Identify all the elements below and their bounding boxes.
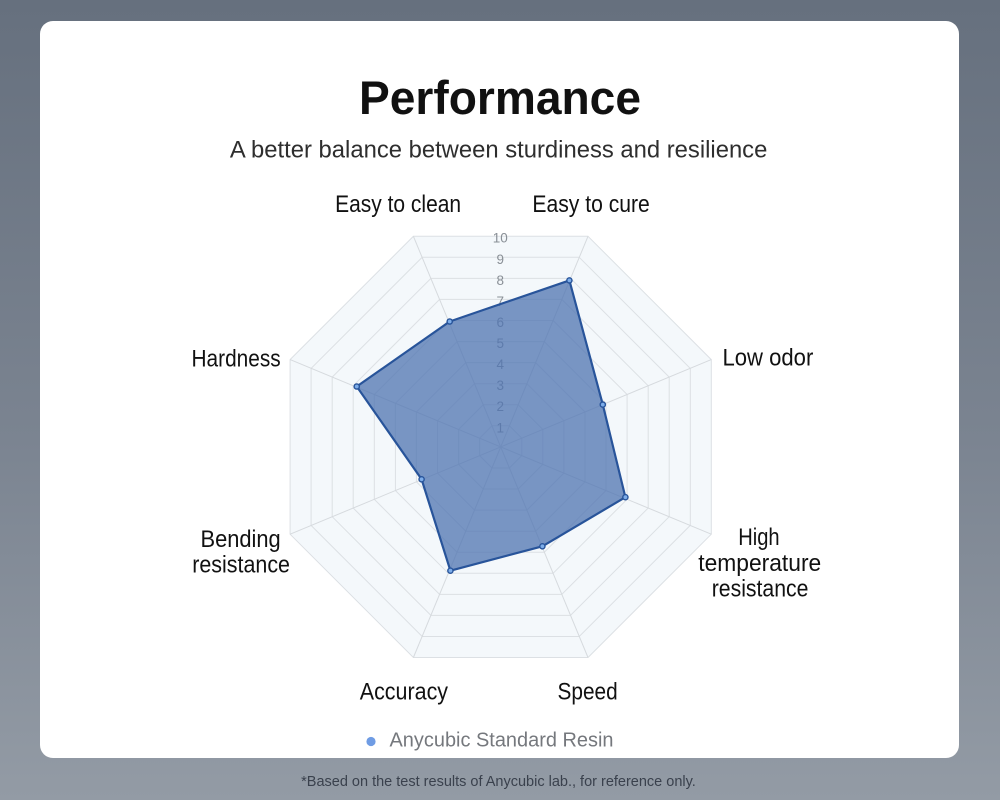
svg-text:Easy to cure: Easy to cure xyxy=(532,191,649,218)
svg-text:Easy to clean: Easy to clean xyxy=(335,191,461,218)
svg-text:Low odor: Low odor xyxy=(723,344,814,371)
svg-text:Hardness: Hardness xyxy=(192,346,281,373)
svg-text:9: 9 xyxy=(497,252,505,267)
svg-text:8: 8 xyxy=(497,273,505,288)
svg-text:resistance: resistance xyxy=(192,552,290,579)
svg-text:Accuracy: Accuracy xyxy=(360,678,448,705)
svg-text:10: 10 xyxy=(493,231,508,246)
svg-text:temperature: temperature xyxy=(698,550,821,577)
svg-text:Performance: Performance xyxy=(359,71,641,124)
svg-text:Anycubic Standard Resin: Anycubic Standard Resin xyxy=(390,729,614,752)
svg-text:Bending: Bending xyxy=(201,526,281,553)
svg-text:resistance: resistance xyxy=(712,575,809,602)
svg-text:High: High xyxy=(738,524,779,551)
svg-text:7: 7 xyxy=(497,294,505,309)
svg-text:A better balance between sturd: A better balance between sturdiness and … xyxy=(230,136,768,163)
svg-text:Speed: Speed xyxy=(558,678,618,705)
svg-text:*Based on the test results of: *Based on the test results of Anycubic l… xyxy=(301,773,696,790)
